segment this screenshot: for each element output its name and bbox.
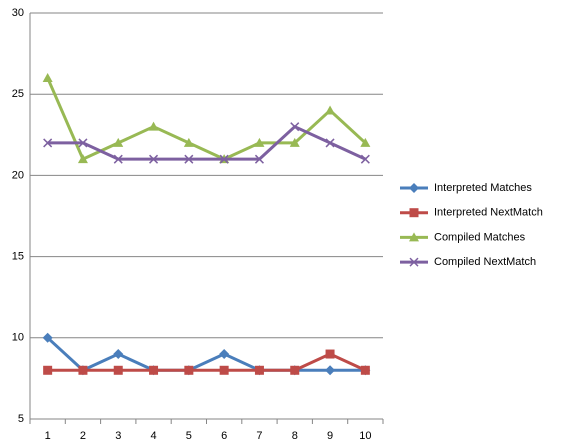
marker — [325, 365, 336, 376]
marker — [325, 105, 336, 115]
legend-label: Interpreted Matches — [434, 182, 532, 194]
legend-label: Compiled Matches — [434, 231, 526, 243]
x-tick-label: 10 — [359, 430, 371, 442]
marker — [219, 365, 229, 375]
x-tick-label: 3 — [115, 430, 121, 442]
marker — [43, 365, 53, 375]
marker — [409, 183, 419, 193]
x-tick-label: 1 — [45, 430, 51, 442]
x-tick-label: 4 — [150, 430, 156, 442]
marker — [290, 365, 300, 375]
y-tick-label: 30 — [12, 7, 24, 19]
marker — [113, 137, 124, 147]
marker — [42, 332, 53, 343]
y-tick-label: 20 — [12, 169, 24, 181]
marker — [184, 365, 194, 375]
marker — [254, 154, 264, 164]
x-tick-label: 6 — [221, 430, 227, 442]
marker — [183, 137, 194, 147]
marker — [409, 257, 419, 267]
series-line — [46, 336, 366, 372]
marker — [148, 121, 159, 131]
marker — [254, 137, 265, 147]
marker — [113, 365, 123, 375]
legend-label: Interpreted NextMatch — [434, 207, 543, 219]
marker — [289, 137, 300, 147]
y-tick-label: 15 — [12, 251, 24, 263]
marker — [219, 154, 229, 164]
y-tick-label: 25 — [12, 88, 24, 100]
marker — [219, 349, 230, 360]
marker — [42, 72, 53, 82]
marker — [254, 365, 264, 375]
x-tick-label: 2 — [80, 430, 86, 442]
legend-label: Compiled NextMatch — [434, 256, 536, 268]
marker — [149, 365, 159, 375]
series-line — [47, 125, 366, 161]
marker — [77, 154, 88, 164]
marker — [184, 154, 194, 164]
y-tick-label: 5 — [18, 413, 24, 425]
marker — [113, 349, 124, 360]
x-tick-label: 9 — [327, 430, 333, 442]
marker — [360, 137, 371, 147]
x-tick-label: 8 — [292, 430, 298, 442]
series-line — [47, 352, 366, 372]
marker — [43, 138, 53, 148]
y-tick-label: 10 — [12, 332, 24, 344]
marker — [409, 232, 419, 242]
marker — [325, 138, 335, 148]
marker — [149, 154, 159, 164]
marker — [409, 208, 419, 218]
x-tick-label: 5 — [186, 430, 192, 442]
marker — [290, 122, 300, 132]
marker — [78, 138, 88, 148]
marker — [78, 365, 88, 375]
marker — [325, 349, 335, 359]
x-tick-label: 7 — [256, 430, 262, 442]
marker — [113, 154, 123, 164]
marker — [360, 365, 370, 375]
marker — [360, 154, 370, 164]
